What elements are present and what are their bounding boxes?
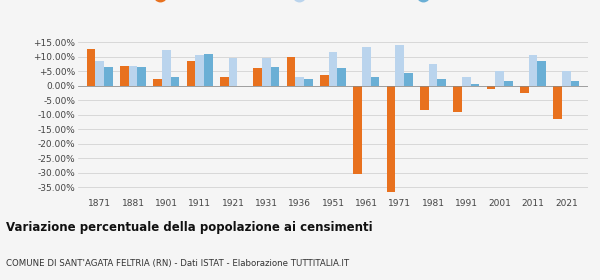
Bar bbox=[337, 68, 346, 86]
Bar bbox=[571, 81, 580, 86]
Bar bbox=[128, 66, 137, 86]
Bar bbox=[496, 71, 504, 86]
Bar bbox=[287, 57, 295, 86]
Bar bbox=[104, 67, 113, 86]
Bar bbox=[353, 86, 362, 174]
Bar bbox=[86, 49, 95, 86]
Bar bbox=[529, 55, 538, 86]
Bar bbox=[95, 61, 104, 86]
Bar bbox=[386, 86, 395, 192]
Bar bbox=[462, 77, 470, 86]
Bar bbox=[362, 47, 371, 86]
Text: COMUNE DI SANT'AGATA FELTRIA (RN) - Dati ISTAT - Elaborazione TUTTITALIA.IT: COMUNE DI SANT'AGATA FELTRIA (RN) - Dati… bbox=[6, 259, 349, 268]
Bar bbox=[204, 54, 212, 86]
Bar bbox=[162, 50, 170, 86]
Bar bbox=[187, 61, 196, 86]
Bar bbox=[196, 55, 204, 86]
Bar bbox=[329, 52, 337, 86]
Bar bbox=[487, 86, 496, 89]
Bar bbox=[504, 81, 512, 86]
Bar bbox=[320, 75, 329, 86]
Bar bbox=[229, 58, 238, 86]
Bar bbox=[562, 71, 571, 86]
Bar bbox=[420, 86, 428, 110]
Bar bbox=[454, 86, 462, 112]
Bar bbox=[262, 58, 271, 86]
Bar bbox=[170, 77, 179, 86]
Bar bbox=[404, 73, 413, 86]
Bar bbox=[253, 68, 262, 86]
Bar bbox=[395, 45, 404, 86]
Bar bbox=[137, 67, 146, 86]
Bar bbox=[538, 61, 546, 86]
Bar bbox=[437, 79, 446, 86]
Bar bbox=[553, 86, 562, 119]
Bar bbox=[154, 79, 162, 86]
Bar bbox=[295, 77, 304, 86]
Legend: Sant'Agata Feltria, Provincia di RN, Em.-Romagna: Sant'Agata Feltria, Provincia di RN, Em.… bbox=[149, 0, 517, 1]
Bar bbox=[428, 64, 437, 86]
Bar bbox=[120, 66, 128, 86]
Bar bbox=[271, 67, 280, 86]
Bar bbox=[371, 77, 379, 86]
Bar bbox=[470, 84, 479, 86]
Bar bbox=[220, 77, 229, 86]
Bar bbox=[304, 79, 313, 86]
Bar bbox=[520, 86, 529, 93]
Text: Variazione percentuale della popolazione ai censimenti: Variazione percentuale della popolazione… bbox=[6, 221, 373, 234]
